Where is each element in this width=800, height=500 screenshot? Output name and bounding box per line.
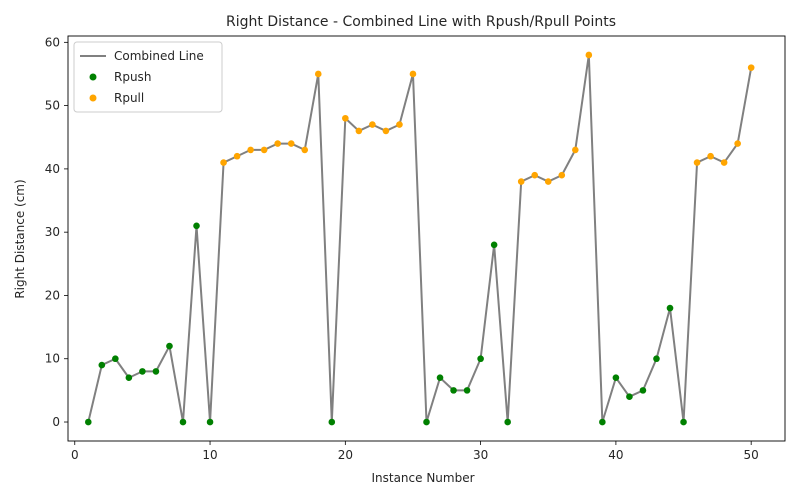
rpush-point (206, 418, 214, 426)
rpull-point (544, 178, 552, 185)
rpush-point (653, 355, 660, 363)
rpush-point (152, 368, 160, 375)
rpull-point (396, 121, 403, 128)
plot-frame (67, 35, 786, 442)
rpush-point (193, 222, 200, 230)
legend-rpush: Rpush (114, 70, 151, 84)
y-tick-label: 60 (45, 35, 60, 49)
rpush-point (166, 342, 173, 350)
rpull-point (558, 171, 566, 179)
legend-rpush-swatch (89, 73, 97, 81)
y-tick-label: 40 (45, 162, 60, 176)
rpush-point (626, 393, 633, 401)
rpull-point (693, 159, 701, 166)
rpush-point (504, 418, 511, 426)
rpush-point (125, 374, 133, 382)
rpush-point (139, 368, 146, 375)
legend-rpull: Rpull (114, 91, 144, 105)
x-tick-label: 10 (202, 448, 217, 462)
rpush-point (612, 374, 620, 382)
y-tick-label: 30 (45, 225, 60, 239)
rpull-point (274, 140, 281, 147)
x-tick-label: 40 (608, 448, 623, 462)
y-tick-label: 10 (45, 352, 60, 366)
rpull-point (314, 70, 322, 78)
rpull-point (747, 64, 755, 71)
rpush-point (639, 387, 647, 394)
rpull-point (382, 127, 390, 135)
rpull-point (585, 51, 593, 59)
rpull-point (369, 121, 376, 128)
x-axis: 0 10 20 30 40 50 (71, 441, 759, 462)
rpull-point (247, 146, 254, 154)
y-tick-label: 50 (45, 99, 60, 113)
y-tick-label: 0 (52, 415, 60, 429)
rpull-point (517, 178, 525, 185)
rpush-point (423, 418, 430, 426)
rpush-point (450, 387, 457, 394)
rpull-point (301, 146, 309, 154)
rpush-point (179, 418, 187, 426)
rpull-point (707, 152, 714, 160)
rpush-point (463, 387, 471, 394)
rpush-point (477, 355, 484, 363)
rpull-point (734, 140, 741, 147)
rpush-point (436, 374, 444, 382)
legend-rpull-swatch (89, 94, 97, 102)
rpull-point (233, 152, 241, 160)
rpush-point (84, 418, 92, 426)
rpull-point (355, 127, 363, 135)
x-tick-label: 20 (338, 448, 353, 462)
rpull-point (287, 140, 295, 147)
rpull-point (572, 146, 579, 154)
rpush-point (666, 304, 674, 312)
rpull-point (531, 171, 539, 179)
legend-box (73, 41, 223, 113)
rpush-point (599, 418, 606, 426)
x-tick-label: 0 (71, 448, 79, 462)
chart-title: Right Distance - Combined Line with Rpus… (226, 14, 616, 30)
rpush-point (328, 418, 336, 426)
x-axis-label: Instance Number (371, 471, 474, 485)
rpull-point (260, 146, 268, 154)
legend: Combined Line Rpush Rpull (73, 41, 223, 113)
rpush-point (490, 241, 498, 249)
x-tick-label: 50 (744, 448, 759, 462)
legend-combined-line: Combined Line (114, 49, 204, 63)
rpull-point (342, 114, 349, 122)
y-axis: 0 10 20 30 40 50 60 (45, 35, 68, 429)
rpush-point (680, 418, 687, 426)
rpull-point (720, 159, 728, 166)
rpush-point (98, 361, 106, 369)
rpull-point (409, 70, 417, 78)
plot-area (84, 51, 755, 426)
rpush-point (112, 355, 119, 363)
x-tick-label: 30 (473, 448, 488, 462)
y-tick-label: 20 (45, 288, 60, 302)
y-axis-label: Right Distance (cm) (13, 179, 27, 298)
rpull-point (220, 159, 227, 166)
